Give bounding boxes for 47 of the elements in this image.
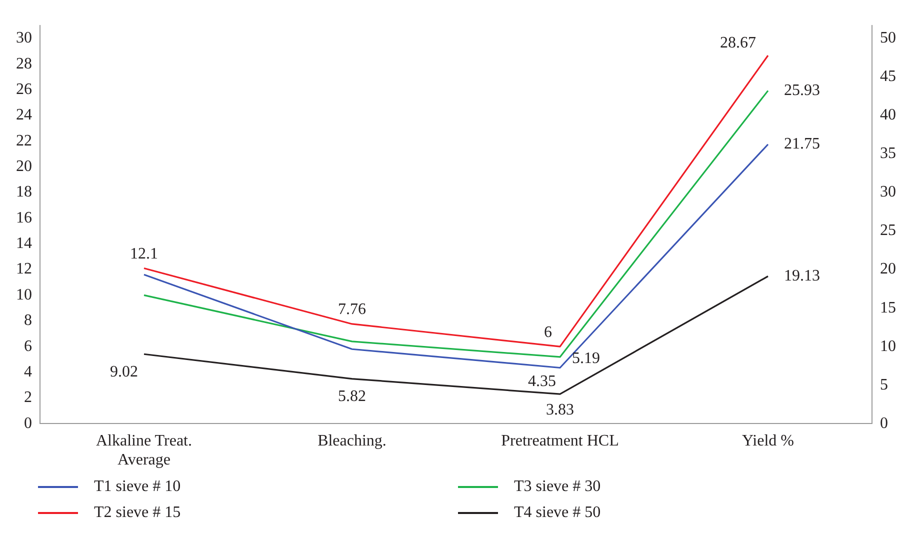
y-tick-label: 18 bbox=[16, 184, 32, 201]
data-label: 5.19 bbox=[572, 350, 600, 368]
legend-label: T1 sieve # 10 bbox=[94, 478, 181, 496]
data-label: 21.75 bbox=[784, 136, 820, 153]
y-tick-label: 16 bbox=[16, 209, 32, 226]
data-label: 12.1 bbox=[130, 245, 158, 262]
y2-tick-label: 10 bbox=[880, 338, 896, 355]
data-label: 7.76 bbox=[338, 301, 366, 318]
x-tick-label: Alkaline Treat. Average bbox=[96, 432, 192, 469]
y2-tick-label: 45 bbox=[880, 68, 896, 86]
y-tick-label: 14 bbox=[16, 235, 32, 252]
y2-tick-label: 25 bbox=[880, 222, 896, 240]
y2-tick-label: 40 bbox=[880, 106, 896, 124]
y-tick-label: 2 bbox=[24, 389, 32, 406]
y-tick-label: 24 bbox=[16, 106, 32, 124]
y-tick-label: 8 bbox=[24, 312, 32, 330]
legend-label: T3 sieve # 30 bbox=[514, 478, 601, 496]
y2-tick-label: 15 bbox=[880, 299, 896, 316]
y-tick-label: 0 bbox=[24, 414, 32, 432]
data-label: 19.13 bbox=[784, 267, 820, 284]
y-tick-label: 12 bbox=[16, 260, 32, 278]
y2-tick-label: 5 bbox=[880, 376, 888, 394]
data-label: 4.35 bbox=[528, 372, 556, 390]
data-label: 3.83 bbox=[546, 401, 574, 418]
y-tick-label: 28 bbox=[16, 55, 32, 72]
y-tick-label: 6 bbox=[24, 338, 32, 355]
y-tick-label: 10 bbox=[16, 286, 32, 304]
x-tick-label: Pretreatment HCL bbox=[501, 432, 619, 450]
y2-tick-label: 50 bbox=[880, 30, 896, 47]
y-tick-label: 22 bbox=[16, 132, 32, 150]
y-tick-label: 20 bbox=[16, 158, 32, 176]
y-tick-label: 4 bbox=[24, 363, 32, 380]
legend-label: T4 sieve # 50 bbox=[514, 504, 601, 522]
x-tick-label: Yield % bbox=[742, 432, 794, 450]
data-label: 6 bbox=[544, 324, 552, 341]
y-tick-label: 26 bbox=[16, 80, 32, 98]
data-label: 25.93 bbox=[784, 82, 820, 99]
data-label: 5.82 bbox=[338, 388, 366, 405]
y2-tick-label: 20 bbox=[880, 260, 896, 278]
y2-tick-label: 35 bbox=[880, 145, 896, 162]
legend-label: T2 sieve # 15 bbox=[94, 504, 181, 522]
y2-tick-label: 0 bbox=[880, 414, 888, 432]
y2-tick-label: 30 bbox=[880, 184, 896, 201]
y-tick-label: 30 bbox=[16, 30, 32, 47]
data-label: 9.02 bbox=[110, 363, 138, 380]
x-tick-label: Bleaching. bbox=[318, 432, 386, 450]
data-label: 28.67 bbox=[720, 34, 756, 52]
